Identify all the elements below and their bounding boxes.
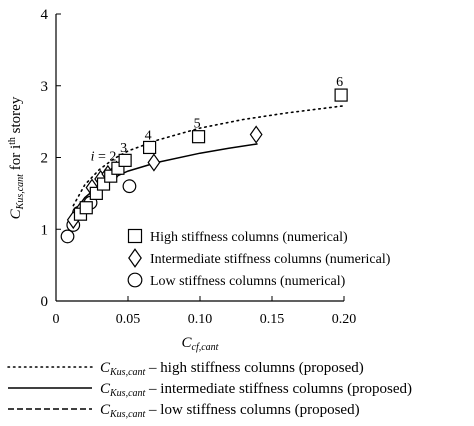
legend-diamond-marker [128, 248, 142, 268]
bottom-legend: CKus,cant – high stiffness columns (prop… [7, 360, 412, 420]
y-tick-label: 4 [41, 7, 49, 23]
y-tick-label: 0 [41, 294, 49, 310]
point-annotation: 4 [145, 129, 152, 144]
square-marker [118, 153, 132, 167]
bottom-legend-label: CKus,cant – low stiffness columns (propo… [100, 402, 360, 420]
x-tick-label: 0.10 [188, 312, 213, 327]
diamond-marker [249, 125, 263, 144]
y-tick-label: 2 [41, 151, 49, 167]
bottom-legend-label: CKus,cant – high stiffness columns (prop… [100, 360, 364, 378]
x-tick-label: 0 [53, 312, 60, 327]
y-tick-label: 1 [41, 222, 49, 238]
point-annotation: i = 2 [91, 149, 117, 164]
square-marker [79, 201, 93, 215]
point-annotation: 5 [194, 116, 201, 131]
circle-marker [122, 179, 137, 194]
square-marker [191, 130, 206, 144]
y-tick-label: 3 [41, 79, 49, 95]
x-axis-label: Ccf,cant [182, 335, 219, 353]
x-tick-label: 0.15 [260, 312, 285, 327]
legend-circle-marker [127, 272, 143, 288]
legend-square-marker [127, 228, 143, 244]
diamond-marker [147, 153, 161, 172]
legend-label: Low stiffness columns (numerical) [150, 274, 346, 289]
curve-dotted [72, 105, 345, 207]
y-axis-label: CKus,cant for ith storey [7, 96, 26, 219]
point-annotation: 3 [120, 141, 127, 156]
data-markers [60, 88, 348, 244]
point-annotation: 6 [336, 75, 343, 90]
legend: High stiffness columns (numerical) Interm… [127, 228, 391, 289]
x-tick-label: 0.05 [116, 312, 141, 327]
x-tick-label: 0.20 [332, 312, 357, 327]
bottom-legend-label: CKus,cant – intermediate stiffness colum… [100, 381, 412, 399]
curve-solid [72, 143, 258, 214]
annotations: i = 23 4 5 6 [91, 75, 344, 165]
square-marker [334, 88, 348, 102]
axes: 0 1 2 3 4 0 0.05 0.10 0.15 0.20 [41, 7, 357, 327]
square-marker [143, 140, 157, 155]
legend-label: High stiffness columns (numerical) [150, 230, 348, 245]
circle-marker [60, 229, 75, 244]
legend-label: Intermediate stiffness columns (numerica… [150, 252, 391, 267]
